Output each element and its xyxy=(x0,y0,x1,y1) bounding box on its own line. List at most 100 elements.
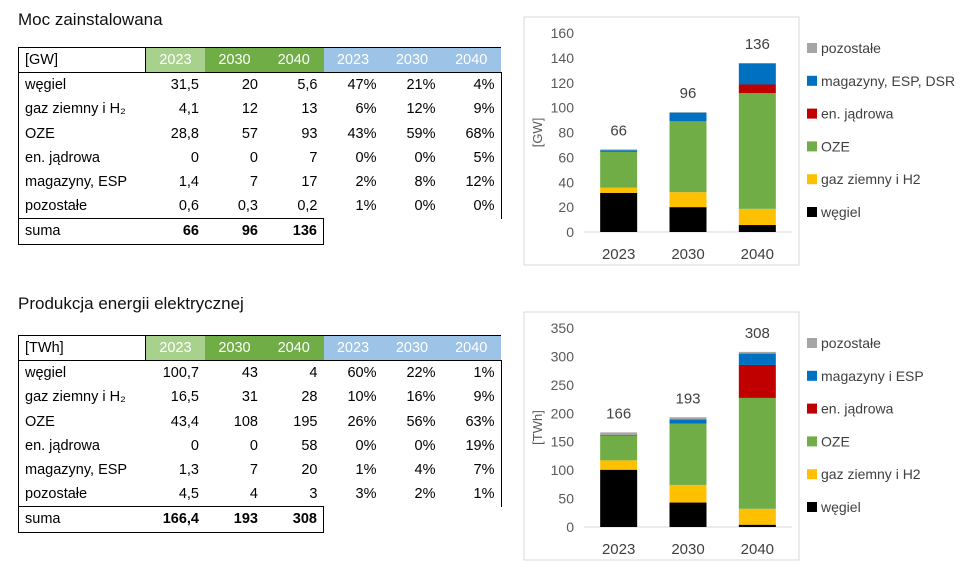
value-cell: 0 xyxy=(190,149,199,166)
value-cell: 16,5 xyxy=(170,389,199,406)
share-cell: 9% xyxy=(441,97,502,122)
value-cell: 0,2 xyxy=(297,198,318,215)
bar-segment xyxy=(738,63,776,85)
value-cell: 4,1 xyxy=(178,101,199,118)
table2-year-header: 2040 xyxy=(264,334,324,361)
table-row: magazyny, ESP 1,4 7 17 2% 8% 12% xyxy=(18,169,502,195)
legend-swatch xyxy=(807,207,817,217)
y-tick-label: 0 xyxy=(566,224,574,240)
bar-segment xyxy=(669,192,707,208)
table2-unit: [TWh] xyxy=(18,334,146,362)
sum-cell: 308 xyxy=(264,506,324,533)
y-tick-label: 200 xyxy=(551,405,575,421)
y-tick-label: 150 xyxy=(551,434,575,450)
table-row: en. jądrowa 0 0 58 0% 0% 19% xyxy=(18,433,502,458)
value-cell: 4 xyxy=(264,360,324,386)
bar-segment xyxy=(669,112,707,122)
bar-segment xyxy=(738,364,776,398)
bar-segment xyxy=(738,225,776,232)
share-cell: 68% xyxy=(441,121,502,146)
share-cell: 3% xyxy=(355,486,377,503)
value-cell: 1,4 xyxy=(178,174,199,191)
table-row: pozostałe 0,6 0,3 0,2 1% 0% 0% xyxy=(18,194,502,219)
row-label: gaz ziemny i H₂ xyxy=(18,97,146,122)
value-cell: 93 xyxy=(301,125,318,142)
row-label: pozostałe xyxy=(18,482,146,507)
value-cell: 28 xyxy=(301,389,318,406)
chart-frame xyxy=(523,311,800,561)
y-axis-label: [TWh] xyxy=(530,410,545,445)
share-cell: 1% xyxy=(441,360,502,386)
y-tick-label: 250 xyxy=(551,377,575,393)
x-tick-label: 2040 xyxy=(741,246,774,263)
table-row: pozostałe 4,5 4 3 3% 2% 1% xyxy=(18,482,502,507)
share-cell: 10% xyxy=(347,389,377,406)
share-cell: 47% xyxy=(323,72,383,98)
value-cell: 31 xyxy=(241,389,258,406)
share-cell: 43% xyxy=(347,125,377,142)
bar-segment xyxy=(669,419,707,424)
table-row: gaz ziemny i H₂ 4,1 12 13 6% 12% 9% xyxy=(18,97,502,122)
legend-label: węgiel xyxy=(820,204,861,220)
legend-label: magazyny, ESP, DSR xyxy=(821,73,955,89)
share-cell: 0% xyxy=(355,149,377,166)
table-row: węgiel 31,5 20 5,6 47% 21% 4% xyxy=(18,72,502,98)
bar-segment xyxy=(738,93,776,209)
bar-segment xyxy=(669,502,707,527)
y-axis-label: [GW] xyxy=(530,118,545,148)
sum-row: suma 66 96 136 xyxy=(18,218,502,245)
bar-segment xyxy=(669,423,707,485)
bar-segment xyxy=(600,434,638,436)
row-label: gaz ziemny i H₂ xyxy=(18,385,146,410)
bar-total-label: 96 xyxy=(680,85,697,102)
legend-swatch xyxy=(807,403,817,414)
table2-year-header: 2023 xyxy=(145,334,205,361)
bar-segment xyxy=(738,524,776,527)
row-label: węgiel xyxy=(18,72,146,98)
bar-segment xyxy=(600,187,638,193)
table2-title: Produkcja energii elektrycznej xyxy=(18,294,244,313)
bar-segment xyxy=(738,351,776,354)
table-row: magazyny, ESP 1,3 7 20 1% 4% 7% xyxy=(18,457,502,483)
y-tick-label: 160 xyxy=(551,25,575,41)
row-label: OZE xyxy=(18,121,146,146)
share-cell: 26% xyxy=(347,413,377,430)
legend-label: OZE xyxy=(821,433,850,449)
bar-segment xyxy=(669,484,707,503)
table1-year-header: 2040 xyxy=(264,46,324,73)
table-row: gaz ziemny i H₂ 16,5 31 28 10% 16% 9% xyxy=(18,385,502,410)
bar-segment xyxy=(669,417,707,420)
value-cell: 17 xyxy=(301,174,318,191)
bar-segment xyxy=(738,208,776,226)
share-cell: 0% xyxy=(355,437,377,454)
value-cell: 0,3 xyxy=(237,198,258,215)
y-tick-label: 20 xyxy=(558,199,574,215)
share-cell: 19% xyxy=(441,433,502,458)
value-cell: 43 xyxy=(205,360,264,386)
share-cell: 7% xyxy=(441,457,502,483)
value-cell: 5,6 xyxy=(264,72,324,98)
value-cell: 28,8 xyxy=(170,125,199,142)
share-cell: 16% xyxy=(406,389,436,406)
share-cell: 6% xyxy=(355,101,377,118)
legend-swatch xyxy=(807,43,817,53)
value-cell: 13 xyxy=(301,101,318,118)
sum-cell: 136 xyxy=(264,218,324,245)
value-cell: 7 xyxy=(249,174,258,191)
legend-swatch xyxy=(807,141,817,152)
chart-frame xyxy=(523,16,800,266)
share-cell: 0% xyxy=(414,198,436,215)
table-row: en. jądrowa 0 0 7 0% 0% 5% xyxy=(18,145,502,170)
table1-year-header: 2023 xyxy=(145,46,205,73)
y-tick-label: 40 xyxy=(558,174,574,190)
bar-segment xyxy=(600,150,638,152)
share-cell: 9% xyxy=(441,385,502,410)
electricity-production-chart: 0 50 100 150 200 250 300 350 [TWh] 166 2023 193 2030… xyxy=(523,311,924,561)
legend-label: gaz ziemny i H2 xyxy=(821,466,921,482)
bar-segment xyxy=(600,435,638,461)
table1-unit: [GW] xyxy=(18,46,146,74)
value-cell: 58 xyxy=(301,437,318,454)
table-row: OZE 28,8 57 93 43% 59% 68% xyxy=(18,121,502,146)
legend-swatch xyxy=(807,338,817,348)
legend-label: en. jądrowa xyxy=(821,106,894,122)
